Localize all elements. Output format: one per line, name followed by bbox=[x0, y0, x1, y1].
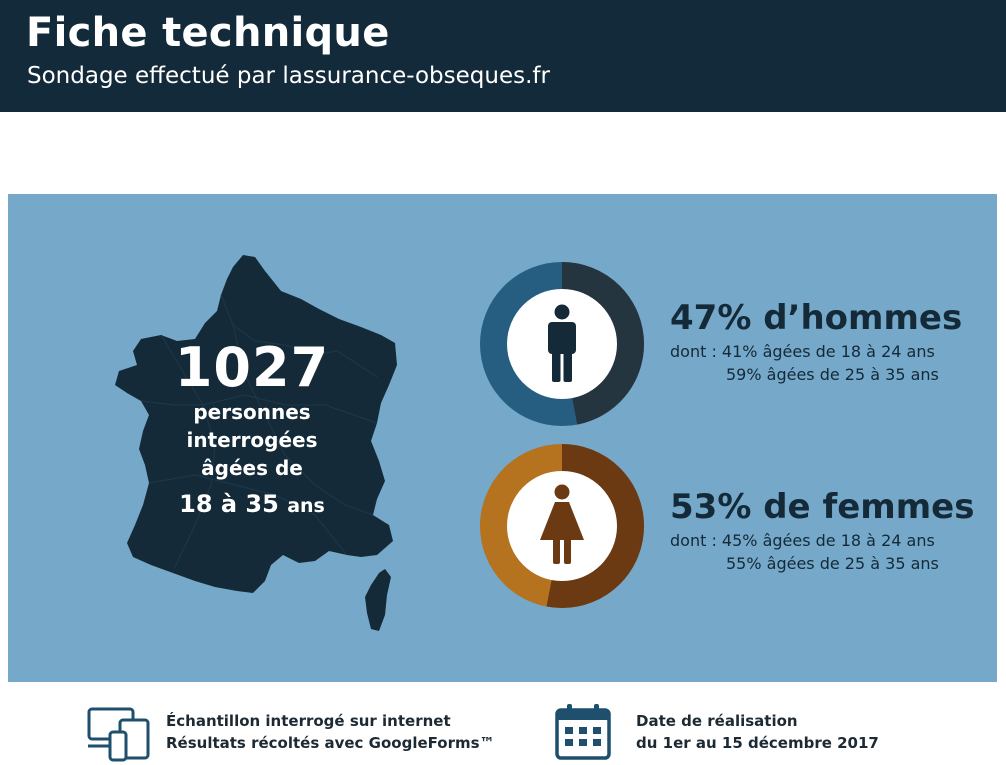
survey-date-info: Date de réalisation du 1er au 15 décembr… bbox=[636, 710, 879, 754]
men-title: 47% d’hommes bbox=[670, 298, 963, 338]
women-donut-segment bbox=[480, 444, 644, 608]
women-title: 53% de femmes bbox=[670, 487, 975, 527]
page-subtitle: Sondage effectué par lassurance-obseques… bbox=[27, 63, 550, 89]
man-icon bbox=[548, 304, 576, 382]
women-donut-chart bbox=[480, 444, 644, 608]
men-age-breakdown-1: dont : 41% âgées de 18 à 24 ans bbox=[670, 342, 935, 361]
age-range-unit: ans bbox=[287, 495, 325, 517]
women-stats: 53% de femmes dont : 45% âgées de 18 à 2… bbox=[670, 485, 974, 575]
france-mainland-shape bbox=[115, 255, 397, 593]
sample-method-line-2: Résultats récoltés avec GoogleForms™ bbox=[166, 734, 495, 752]
woman-icon bbox=[540, 484, 584, 564]
women-age-breakdown-1: dont : 45% âgées de 18 à 24 ans bbox=[670, 531, 935, 550]
men-age-breakdown-2: 59% âgées de 25 à 35 ans bbox=[726, 365, 939, 384]
devices-icon bbox=[87, 707, 150, 762]
respondent-count: 1027 bbox=[174, 336, 330, 399]
sample-summary: 1027 personnes interrogées âgées de 18 à… bbox=[152, 338, 352, 522]
respondents-line-1: personnes bbox=[193, 400, 311, 424]
age-range: 18 à 35 ans bbox=[152, 488, 352, 522]
men-donut-chart bbox=[480, 262, 644, 426]
men-stats: 47% d’hommes dont : 41% âgées de 18 à 24… bbox=[670, 296, 962, 386]
survey-date-line-2: du 1er au 15 décembre 2017 bbox=[636, 734, 879, 752]
calendar-icon bbox=[555, 704, 611, 760]
respondents-line-2: interrogées bbox=[186, 428, 318, 452]
survey-date-line-1: Date de réalisation bbox=[636, 712, 798, 730]
header-banner: Fiche technique Sondage effectué par las… bbox=[0, 0, 1006, 112]
sample-method-line-1: Échantillon interrogé sur internet bbox=[166, 712, 451, 730]
france-map-icon bbox=[115, 255, 397, 631]
sample-method-info: Échantillon interrogé sur internet Résul… bbox=[166, 710, 495, 754]
age-range-numbers: 18 à 35 bbox=[179, 490, 279, 518]
men-donut-segment bbox=[480, 262, 644, 426]
corsica-shape bbox=[365, 569, 391, 631]
women-age-breakdown-2: 55% âgées de 25 à 35 ans bbox=[726, 554, 939, 573]
respondents-line-3: âgées de bbox=[201, 456, 303, 480]
page-title: Fiche technique bbox=[26, 10, 390, 56]
